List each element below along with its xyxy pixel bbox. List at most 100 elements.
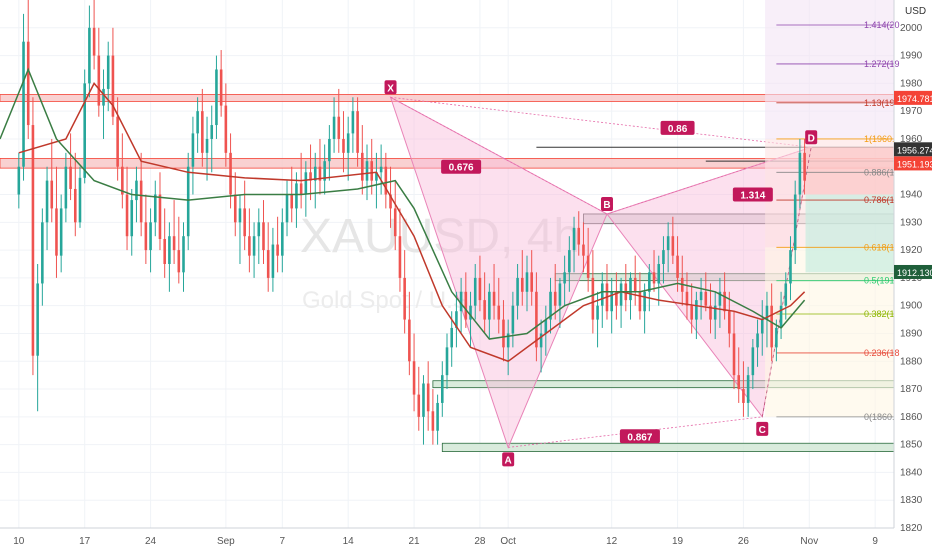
x-tick-label: 14 xyxy=(343,536,355,547)
pattern-point-badge xyxy=(502,452,515,467)
candle-body xyxy=(215,69,218,126)
fib-level-label: 0.5(191 xyxy=(864,276,895,286)
candle-body xyxy=(26,41,30,126)
candle-body xyxy=(441,375,444,403)
x-tick-label: 21 xyxy=(409,536,421,547)
candle-body xyxy=(760,319,764,334)
candle-body xyxy=(375,172,378,181)
candle-body xyxy=(332,116,336,139)
candle-body xyxy=(582,244,585,256)
candle-body xyxy=(191,133,195,167)
x-tick-label: 19 xyxy=(672,536,684,547)
candle-body xyxy=(619,283,623,306)
y-tick-label: 1840 xyxy=(900,467,923,478)
candle-body xyxy=(563,272,566,284)
fib-level-label: 0.236(18 xyxy=(864,348,900,358)
candle-body xyxy=(262,222,265,251)
candle-body xyxy=(257,222,261,237)
candle-body xyxy=(422,383,425,417)
candle-body xyxy=(652,272,656,284)
candle-body xyxy=(638,291,642,312)
candle-body xyxy=(765,305,769,320)
candle-body xyxy=(224,105,228,153)
pattern-point-badge xyxy=(384,80,397,95)
candle-body xyxy=(271,244,275,278)
candle-body xyxy=(149,222,152,251)
y-tick-label: 1930 xyxy=(900,217,923,228)
candle-body xyxy=(346,133,350,153)
candle-body xyxy=(459,291,463,312)
candle-body xyxy=(73,188,77,223)
candle-body xyxy=(408,319,411,362)
y-tick-label: 1980 xyxy=(900,78,923,89)
candle-body xyxy=(252,236,256,256)
pattern-point-label: B xyxy=(603,200,610,211)
pattern-ratios: 0.676 0.86 1.314 0.867 xyxy=(441,120,773,444)
candle-body xyxy=(295,183,298,209)
candle-body xyxy=(403,277,406,320)
y-tick-label: 1990 xyxy=(900,51,923,62)
candle-body xyxy=(502,319,505,348)
candle-body xyxy=(671,236,675,256)
candle-body xyxy=(205,138,209,153)
candle-body xyxy=(520,277,524,292)
candle-body xyxy=(516,277,519,306)
time-axis[interactable]: 10 17 24 Sep 7 14 21 28 Oct 12 19 26 Nov 9 xyxy=(0,527,894,547)
candle-body xyxy=(478,277,482,301)
x-tick-label: 17 xyxy=(79,536,91,547)
x-tick-label: 7 xyxy=(280,536,286,547)
candle-body xyxy=(662,250,665,264)
candle-body xyxy=(59,208,63,256)
x-tick-label: 12 xyxy=(606,536,618,547)
candle-body xyxy=(488,291,491,320)
candle-body xyxy=(610,291,613,312)
ratio-badge xyxy=(441,159,482,174)
candle-body xyxy=(704,291,708,306)
candle-body xyxy=(102,88,105,106)
candle-body xyxy=(525,272,529,292)
candle-body xyxy=(318,166,322,181)
candle-body xyxy=(177,250,181,273)
candle-body xyxy=(793,194,797,251)
ratio-label: 0.676 xyxy=(449,163,474,174)
pattern-point-label: C xyxy=(759,425,766,436)
candle-body xyxy=(106,55,110,89)
candle-body xyxy=(323,161,326,181)
candle-body xyxy=(695,300,698,320)
price-label-text: 1974.781 xyxy=(897,94,932,104)
moving-average-line xyxy=(18,82,806,363)
candle-body xyxy=(361,152,364,181)
candle-body xyxy=(342,138,345,153)
candle-body xyxy=(775,327,778,348)
candle-body xyxy=(281,222,284,256)
candle-body xyxy=(304,172,308,195)
candle-body xyxy=(511,305,515,334)
moving-average-line xyxy=(0,67,806,340)
candle-body xyxy=(751,347,755,376)
candle-body xyxy=(78,177,82,223)
candle-body xyxy=(365,161,369,181)
candle-body xyxy=(182,236,185,273)
candle-body xyxy=(445,347,449,376)
currency-label[interactable]: USD xyxy=(905,6,926,17)
candle-body xyxy=(596,305,599,320)
candle-body xyxy=(210,125,214,139)
candle-body xyxy=(121,166,124,195)
pattern-point-badge xyxy=(756,421,769,436)
fib-zone xyxy=(765,0,894,139)
candle-body xyxy=(586,255,590,278)
candle-body xyxy=(36,283,39,356)
candle-body xyxy=(737,375,741,390)
fib-level-label: 0.618(1 xyxy=(864,242,895,252)
candle-body xyxy=(389,194,392,209)
candle-body xyxy=(144,222,148,251)
candle-body xyxy=(469,305,472,320)
candle-body xyxy=(770,305,773,348)
candle-body xyxy=(742,389,745,403)
candle-body xyxy=(455,311,458,328)
candle-body xyxy=(718,291,722,306)
candle-body xyxy=(290,194,294,209)
candle-body xyxy=(55,208,58,256)
candle-body xyxy=(756,333,759,348)
